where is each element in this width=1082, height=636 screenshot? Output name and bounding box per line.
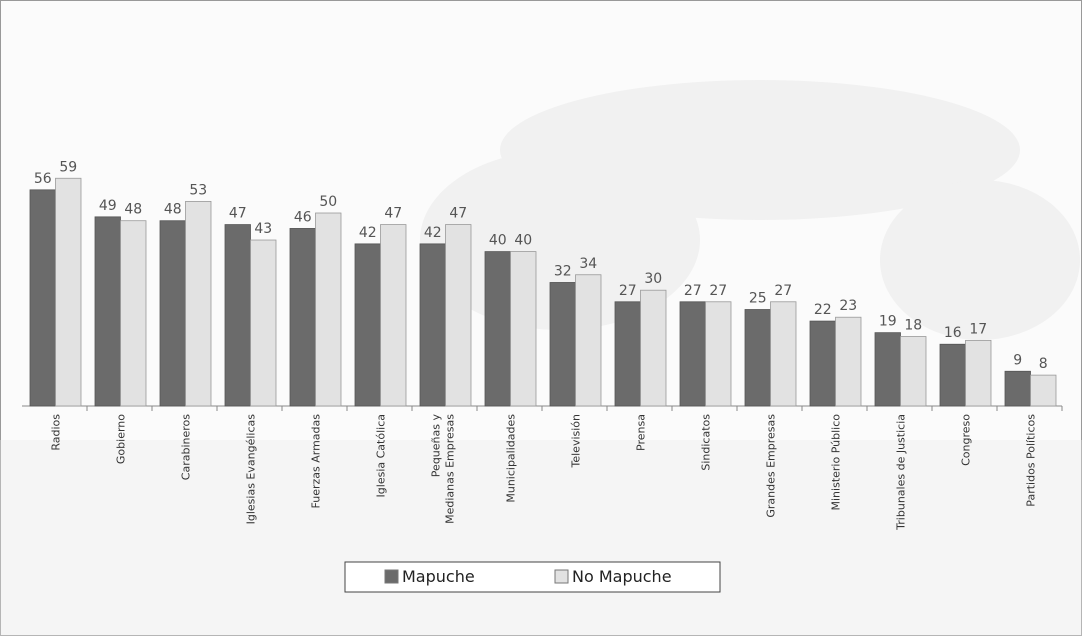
value-label: 18 [904, 318, 922, 334]
value-label: 43 [254, 221, 272, 237]
bar [29, 189, 56, 407]
bar [185, 201, 212, 407]
bar [289, 228, 316, 407]
value-label: 32 [554, 263, 572, 279]
bar [965, 339, 992, 407]
value-label: 23 [839, 298, 857, 314]
bar [445, 224, 472, 407]
bar [939, 343, 966, 407]
value-label: 53 [189, 182, 207, 198]
bar [705, 301, 732, 407]
x-tick-label: Radios [50, 414, 63, 451]
bar [120, 220, 147, 407]
value-label: 9 [1013, 352, 1022, 368]
x-tick-label: Ministerio Público [830, 414, 843, 511]
bar [510, 251, 537, 407]
bar [640, 289, 667, 407]
value-label: 47 [449, 206, 467, 222]
value-label: 19 [879, 314, 897, 330]
bar [419, 243, 446, 407]
bar [770, 301, 797, 407]
x-tick-label: Municipalidades [505, 414, 518, 503]
legend-label: No Mapuche [572, 567, 672, 586]
value-label: 56 [34, 171, 52, 187]
x-tick-label: Grandes Empresas [765, 414, 778, 518]
x-tick-label: Iglesia Católica [375, 414, 388, 497]
value-label: 27 [619, 283, 637, 299]
legend-swatch [384, 569, 399, 584]
bar [380, 224, 407, 407]
value-label: 27 [684, 283, 702, 299]
value-label: 40 [514, 233, 532, 249]
bar [549, 282, 576, 407]
bar [55, 177, 82, 407]
bar [484, 251, 511, 407]
bar [809, 320, 836, 407]
x-tick-label: Carabineros [180, 414, 193, 480]
bar [900, 336, 927, 407]
value-label: 30 [644, 271, 662, 287]
x-tick-label: Congreso [960, 414, 973, 466]
bar [224, 224, 251, 407]
value-label: 47 [384, 206, 402, 222]
value-label: 27 [774, 283, 792, 299]
value-label: 48 [164, 202, 182, 218]
x-tick-label: Tribunales de Justicia [895, 414, 908, 531]
x-tick-label: Iglesias Evangélicas [245, 414, 258, 525]
value-label: 17 [969, 321, 987, 337]
value-label: 40 [489, 233, 507, 249]
value-label: 27 [709, 283, 727, 299]
x-tick-label: Fuerzas Armadas [310, 414, 323, 509]
bar [159, 220, 186, 407]
x-tick-label: Partidos Políticos [1025, 414, 1038, 507]
legend-swatch [554, 569, 569, 584]
value-label: 16 [944, 325, 962, 341]
bar [614, 301, 641, 407]
bar [1030, 374, 1057, 407]
value-label: 48 [124, 202, 142, 218]
x-tick-label: Sindicatos [700, 414, 713, 471]
bar [1004, 370, 1031, 407]
value-label: 59 [59, 159, 77, 175]
legend-box [344, 561, 721, 593]
bar [315, 212, 342, 407]
value-label: 49 [99, 198, 117, 214]
bar [679, 301, 706, 407]
value-label: 25 [749, 291, 767, 307]
x-tick-label: Gobierno [115, 414, 128, 464]
x-tick-label: Pequeñas yMedianas Empresas [430, 414, 457, 524]
legend-label: Mapuche [402, 567, 475, 586]
bar [94, 216, 121, 407]
bar [744, 309, 771, 407]
value-label: 47 [229, 206, 247, 222]
background-texture [0, 80, 1082, 636]
value-label: 34 [579, 256, 597, 272]
bar [354, 243, 381, 407]
value-label: 42 [359, 225, 377, 241]
bar [575, 274, 602, 407]
value-label: 46 [294, 209, 312, 225]
bar [874, 332, 901, 407]
value-label: 42 [424, 225, 442, 241]
bar [835, 316, 862, 407]
bar [250, 239, 277, 407]
x-tick-label: Televisión [570, 414, 583, 469]
value-label: 8 [1039, 356, 1048, 372]
value-label: 50 [319, 194, 337, 210]
value-label: 22 [814, 302, 832, 318]
x-tick-label: Prensa [635, 414, 648, 451]
